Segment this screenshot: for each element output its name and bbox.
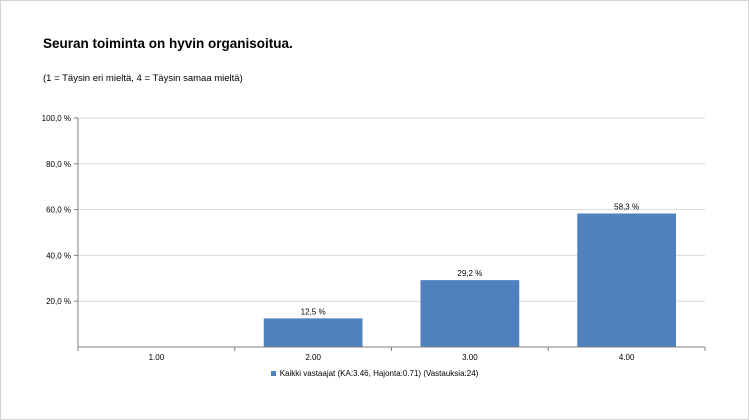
chart-subtitle: (1 = Täysin eri mieltä, 4 = Täysin samaa… xyxy=(43,73,243,84)
y-tick-label: 40,0 % xyxy=(46,251,71,260)
x-tick-label: 1.00 xyxy=(149,353,165,362)
bar xyxy=(420,280,520,347)
y-tick-label: 80,0 % xyxy=(46,160,71,169)
bar xyxy=(577,213,677,347)
x-tick-label: 4.00 xyxy=(619,353,635,362)
legend: Kaikki vastaajat (KA:3.46, Hajonta:0.71)… xyxy=(0,369,749,378)
x-tick-label: 3.00 xyxy=(462,353,478,362)
x-tick-label: 2.00 xyxy=(305,353,321,362)
legend-swatch xyxy=(270,371,276,376)
legend-label: Kaikki vastaajat (KA:3.46, Hajonta:0.71)… xyxy=(279,369,479,378)
data-label: 12,5 % xyxy=(301,307,326,316)
y-tick-label: 60,0 % xyxy=(46,206,71,215)
y-tick-label: 100,0 % xyxy=(42,114,71,123)
bar xyxy=(263,318,363,347)
y-tick-label: 20,0 % xyxy=(46,297,71,306)
data-label: 58,3 % xyxy=(614,202,639,211)
data-label: 29,2 % xyxy=(457,269,482,278)
chart-title: Seuran toiminta on hyvin organisoitua. xyxy=(43,36,293,51)
